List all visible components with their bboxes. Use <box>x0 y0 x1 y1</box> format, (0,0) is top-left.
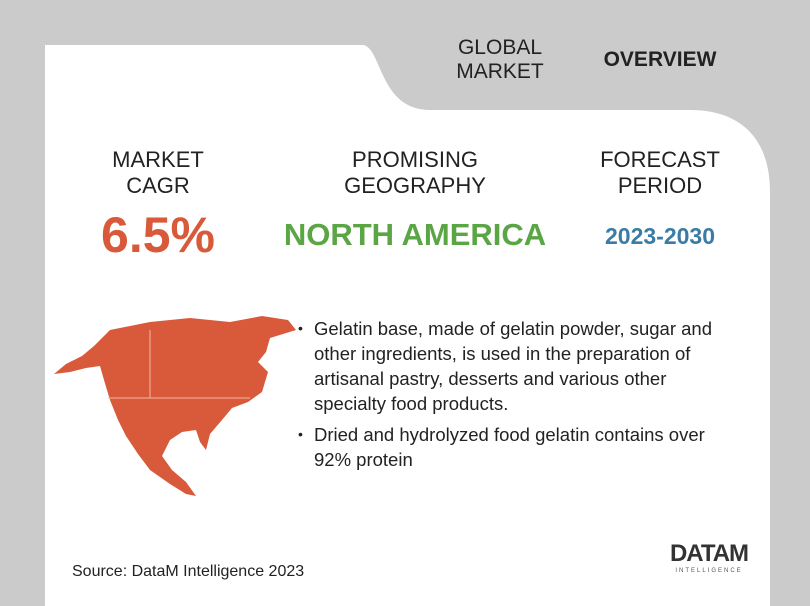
label-line: PROMISING <box>352 147 478 172</box>
label-line: GEOGRAPHY <box>344 173 486 198</box>
header-title: GLOBAL MARKET <box>440 36 560 84</box>
label-line: FORECAST <box>600 147 720 172</box>
source: Source: DataM Intelligence 2023 <box>72 563 305 580</box>
header-line: GLOBAL <box>457 36 543 59</box>
stat-label: MARKET CAGR <box>48 147 268 199</box>
stat-label: PROMISING GEOGRAPHY <box>305 147 525 199</box>
logo-tagline: INTELLIGENCE <box>675 568 743 574</box>
bullet-list: Gelatin base, made of gelatin powder, su… <box>298 316 738 478</box>
bullet: Dried and hydrolyzed food gelatin contai… <box>298 422 738 472</box>
map-borders <box>108 330 250 399</box>
bullet: Gelatin base, made of gelatin powder, su… <box>298 316 738 416</box>
stat-value: 2023-2030 <box>605 223 715 249</box>
logo-name: DATAM <box>669 540 749 567</box>
label-line: MARKET <box>112 147 204 172</box>
north-america-map <box>54 316 296 496</box>
header-overview: OVERVIEW <box>603 48 717 71</box>
stat-label: FORECAST PERIOD <box>550 147 770 199</box>
label-line: CAGR <box>126 173 190 198</box>
label-line: PERIOD <box>617 173 703 198</box>
stat-value: NORTH AMERICA <box>283 217 547 252</box>
stat-value: 6.5% <box>101 207 215 263</box>
header-line: MARKET <box>456 60 544 83</box>
logo: DATAM INTELLIGENCE <box>664 540 754 574</box>
